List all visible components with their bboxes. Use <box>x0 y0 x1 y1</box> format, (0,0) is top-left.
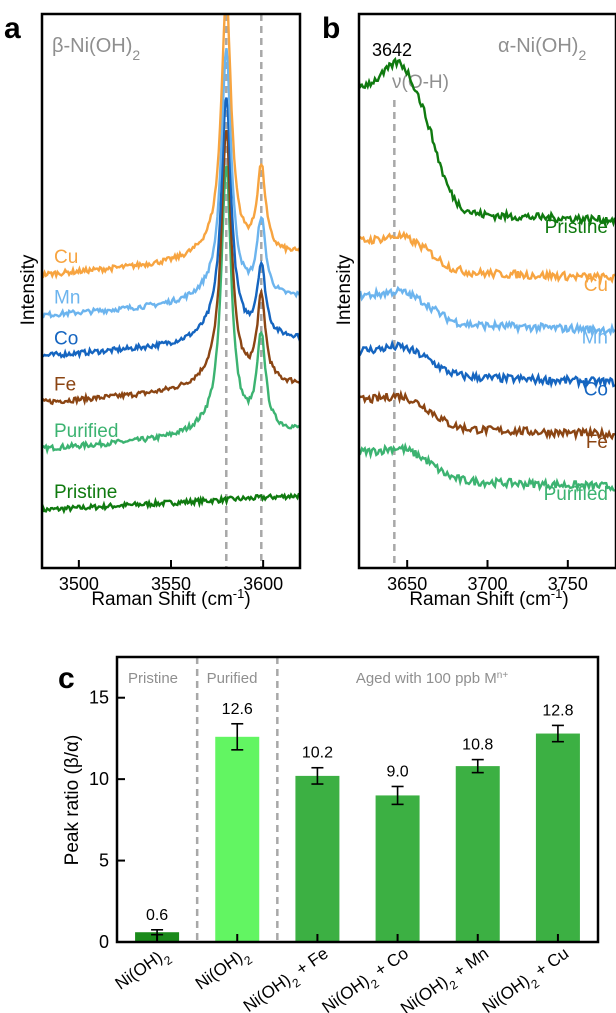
y-axis-c: 0 5 10 15 <box>89 688 125 952</box>
series-line-a-pristine <box>42 492 300 515</box>
x-tick-label-b: 3750 <box>548 574 588 594</box>
series-label-b-mn: Mn <box>582 327 608 348</box>
x-axis-label-a: Raman Shift (cm-1) <box>91 586 250 611</box>
series-line-a-fe <box>42 129 300 406</box>
panel-letter-b: b <box>322 12 340 45</box>
series-label-a-purified: Purified <box>54 421 118 442</box>
category-label-0: Ni(OH)2 <box>112 944 175 999</box>
x-tick-label-b: 3650 <box>387 574 427 594</box>
y-tick-label-c: 0 <box>99 932 109 952</box>
x-tick-label-a: 3550 <box>151 574 191 594</box>
series-line-b-purified <box>359 442 616 494</box>
y-tick-label-c: 10 <box>89 769 109 789</box>
x-tick-label-b: 3700 <box>467 574 507 594</box>
value-label-1: 12.6 <box>222 701 253 718</box>
x-axis-b: 3650 3700 3750 <box>387 560 588 594</box>
value-label-2: 10.2 <box>302 745 333 762</box>
group-label-pristine: Pristine <box>128 670 178 687</box>
y-tick-label-c: 5 <box>99 851 109 871</box>
series-line-b-fe <box>359 389 615 442</box>
series-line-a-mn <box>42 48 300 319</box>
group-label-purified: Purified <box>207 670 258 687</box>
plot-frame-c <box>115 655 600 944</box>
panel-b-title: α-Ni(OH)2 <box>498 35 586 63</box>
value-label-3: 9.0 <box>386 763 408 780</box>
bar-2 <box>295 775 340 942</box>
series-line-a-cu <box>42 14 300 280</box>
panel-a-title: β-Ni(OH)2 <box>52 35 140 63</box>
series-line-b-cu <box>359 229 616 286</box>
bar-3 <box>375 795 420 942</box>
series-label-a-pristine: Pristine <box>54 482 117 503</box>
panel-letter-c: c <box>58 662 75 695</box>
plot-area-b: Purified Fe Co Mn Cu Pristine <box>359 56 616 568</box>
bar-4 <box>455 766 500 942</box>
value-label-4: 10.8 <box>462 737 493 754</box>
series-label-b-cu: Cu <box>584 275 608 296</box>
panel-a: a β-Ni(OH)2 Pristine Purified Fe Co Mn Cu 350… <box>4 12 302 611</box>
x-axis-a: 3500 3550 3600 <box>59 560 283 594</box>
series-line-a-purified <box>42 165 300 455</box>
plot-area-c: 0.6 12.6 10.2 9.0 10.8 12.8 <box>135 657 580 942</box>
x-axis-label-b: Raman Shift (cm-1) <box>409 586 568 611</box>
series-label-b-purified: Purified <box>544 484 608 505</box>
panel-letter-a: a <box>4 12 21 45</box>
peak-mode-label: ν(O-H) <box>392 72 449 93</box>
panel-b: b α-Ni(OH)2 3642 ν(O-H) Purified Fe Co Mn Cu… <box>322 12 616 610</box>
series-label-a-mn: Mn <box>54 288 80 309</box>
series-label-b-fe: Fe <box>586 432 608 453</box>
series-line-b-pristine <box>359 56 616 228</box>
category-label-1: Ni(OH)2 <box>192 944 255 999</box>
series-label-a-cu: Cu <box>54 247 78 268</box>
y-tick-label-c: 15 <box>89 688 109 708</box>
series-line-a-co <box>42 97 300 360</box>
series-line-b-mn <box>359 285 616 337</box>
series-label-a-fe: Fe <box>54 375 76 396</box>
value-label-5: 12.8 <box>542 702 573 719</box>
y-axis-label-c: Peak ratio (β/α) <box>62 735 83 866</box>
panel-c: c 0.6 12.6 10.2 9.0 10.8 12.8 Pristine Purifi… <box>58 655 600 1013</box>
plot-area-a: Pristine Purified Fe Co Mn Cu <box>42 14 300 568</box>
series-line-b-co <box>359 339 616 390</box>
peak-value-label: 3642 <box>372 40 412 60</box>
y-axis-label-b: Intensity <box>334 254 355 325</box>
group-label-aged: Aged with 100 ppb Mn+ <box>356 670 508 688</box>
y-axis-label-a: Intensity <box>18 254 39 325</box>
category-label-5: Ni(OH)2 + Cu <box>479 944 576 1013</box>
x-tick-label-a: 3500 <box>59 574 99 594</box>
series-label-b-co: Co <box>584 380 608 401</box>
bar-5 <box>535 733 580 942</box>
series-label-b-pristine: Pristine <box>545 217 608 238</box>
bar-1 <box>215 736 260 942</box>
series-label-a-co: Co <box>54 328 78 349</box>
x-tick-label-a: 3600 <box>243 574 283 594</box>
value-label-0: 0.6 <box>146 907 168 924</box>
